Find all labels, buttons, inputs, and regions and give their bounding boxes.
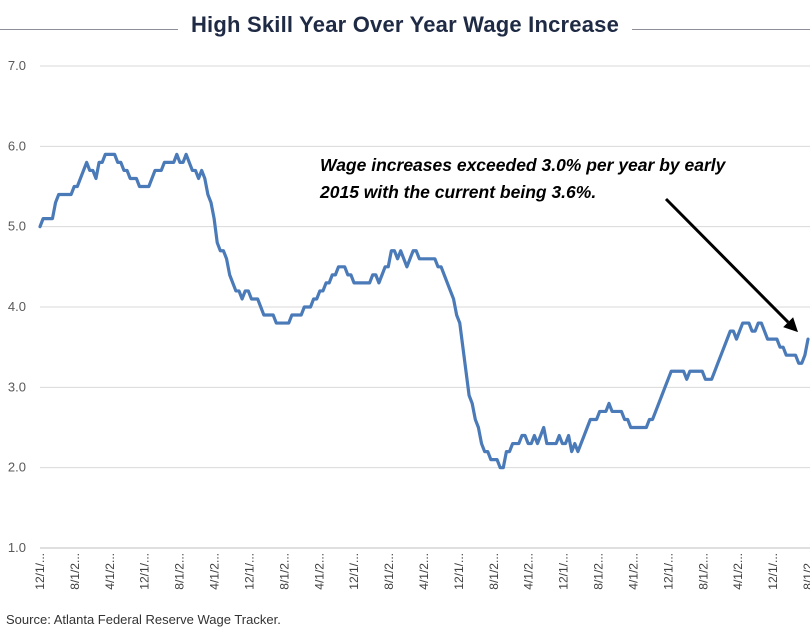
x-tick-label: 12/1/... — [557, 553, 571, 590]
x-tick-label: 8/1/2... — [173, 553, 187, 590]
title-rule-left — [0, 29, 178, 30]
x-tick-label: 8/1/2... — [487, 553, 501, 590]
x-tick-label: 4/1/2... — [312, 553, 326, 590]
x-tick-label: 4/1/2... — [208, 553, 222, 590]
y-tick-label: 3.0 — [8, 379, 26, 394]
x-tick-label: 4/1/2... — [417, 553, 431, 590]
title-rule-right — [632, 29, 810, 30]
y-tick-label: 2.0 — [8, 460, 26, 475]
annotation-arrow-layer — [664, 197, 798, 333]
x-tick-label: 8/1/2... — [277, 553, 291, 590]
series-line-wage-increase — [38, 152, 810, 470]
x-tick-label: 8/1/2... — [801, 553, 810, 590]
series-layer — [38, 152, 810, 470]
y-tick-label: 6.0 — [8, 138, 26, 153]
annotation-line-1: Wage increases exceeded 3.0% per year by… — [320, 155, 726, 175]
x-tick-label: 12/1/... — [33, 553, 47, 590]
annotation-line-2: 2015 with the current being 3.6%. — [320, 182, 597, 202]
y-tick-label: 4.0 — [8, 299, 26, 314]
x-tick-label: 12/1/... — [661, 553, 675, 590]
y-axis-ticks: 1.0 2.0 3.0 4.0 5.0 6.0 7.0 — [8, 58, 26, 555]
x-tick-label: 8/1/2... — [696, 553, 710, 590]
x-tick-label: 4/1/2... — [103, 553, 117, 590]
x-axis-ticks: 12/1/... 8/1/2... 4/1/2... 12/1/... 8/1/2...… — [33, 553, 810, 590]
x-tick-label: 8/1/2... — [592, 553, 606, 590]
source-note: Source: Atlanta Federal Reserve Wage Tra… — [6, 612, 281, 627]
y-tick-label: 5.0 — [8, 219, 26, 234]
gridlines — [40, 65, 810, 549]
x-tick-label: 4/1/2... — [731, 553, 745, 590]
annotation-arrow-head — [783, 317, 798, 333]
x-tick-label: 12/1/... — [347, 553, 361, 590]
x-tick-label: 12/1/... — [766, 553, 780, 590]
x-tick-label: 4/1/2... — [522, 553, 536, 590]
annotation-arrow-shaft — [664, 197, 790, 324]
y-tick-label: 1.0 — [8, 540, 26, 555]
x-tick-label: 12/1/... — [138, 553, 152, 590]
chart-title: High Skill Year Over Year Wage Increase — [190, 12, 620, 37]
annotation-text: Wage increases exceeded 3.0% per year by… — [320, 152, 760, 206]
title-bar: High Skill Year Over Year Wage Increase — [0, 8, 810, 48]
x-tick-label: 8/1/2... — [382, 553, 396, 590]
x-tick-label: 12/1/... — [452, 553, 466, 590]
x-tick-label: 4/1/2... — [626, 553, 640, 590]
x-tick-label: 8/1/2... — [68, 553, 82, 590]
x-tick-label: 12/1/... — [242, 553, 256, 590]
y-tick-label: 7.0 — [8, 58, 26, 73]
